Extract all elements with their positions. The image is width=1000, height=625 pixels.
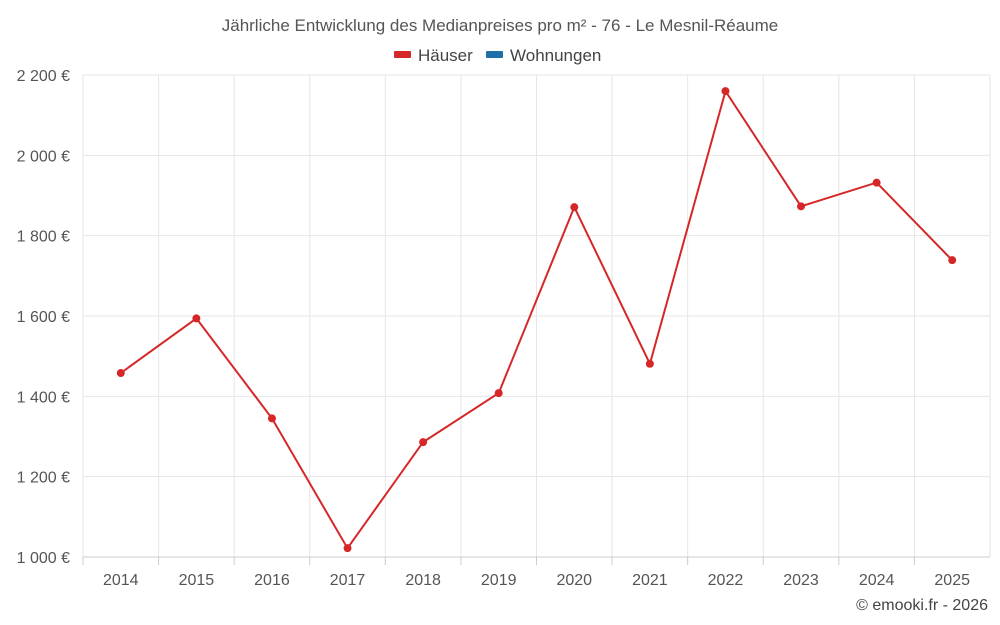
x-tick-label: 2025 xyxy=(934,572,970,589)
data-point[interactable] xyxy=(267,414,276,423)
grid xyxy=(82,74,991,558)
credit-text: © emooki.fr - 2026 xyxy=(856,597,988,614)
legend-swatch-wohnungen xyxy=(486,51,503,58)
x-tick-label: 2014 xyxy=(103,572,139,589)
x-tick-label: 2020 xyxy=(556,572,592,589)
legend-swatch-haeuser xyxy=(394,51,411,58)
y-tick-label: 1 400 € xyxy=(17,389,70,406)
x-axis-ticks: 2014 2015 2016 2017 2018 2019 2020 2021 2022 2023… xyxy=(82,557,970,589)
y-tick-label: 2 200 € xyxy=(17,68,70,85)
chart-title: Jährliche Entwicklung des Medianpreises … xyxy=(222,16,779,35)
x-tick-label: 2017 xyxy=(330,572,366,589)
data-point[interactable] xyxy=(343,544,352,553)
data-point[interactable] xyxy=(948,256,957,265)
y-axis-ticks: 1 000 € 1 200 € 1 400 € 1 600 € 1 800 € 2 000… xyxy=(17,68,70,567)
data-point[interactable] xyxy=(645,359,654,368)
series-line xyxy=(120,88,953,551)
data-point[interactable] xyxy=(192,314,201,323)
y-tick-label: 1 800 € xyxy=(17,229,70,246)
y-tick-label: 1 600 € xyxy=(17,309,70,326)
x-tick-label: 2022 xyxy=(708,572,744,589)
data-point[interactable] xyxy=(570,203,579,212)
x-tick-label: 2019 xyxy=(481,572,517,589)
series-layer xyxy=(116,87,957,553)
data-point[interactable] xyxy=(494,389,503,398)
y-tick-label: 2 000 € xyxy=(17,148,70,165)
x-tick-label: 2018 xyxy=(405,572,441,589)
x-tick-label: 2021 xyxy=(632,572,668,589)
y-tick-label: 1 000 € xyxy=(17,550,70,567)
data-point[interactable] xyxy=(419,438,428,447)
x-tick-label: 2023 xyxy=(783,572,819,589)
x-tick-label: 2024 xyxy=(859,572,895,589)
legend: Häuser Wohnungen xyxy=(394,46,601,65)
data-point[interactable] xyxy=(872,178,881,187)
y-tick-label: 1 200 € xyxy=(17,470,70,487)
x-tick-label: 2016 xyxy=(254,572,290,589)
legend-label-haeuser: Häuser xyxy=(418,46,473,65)
legend-label-wohnungen: Wohnungen xyxy=(510,46,601,65)
data-point[interactable] xyxy=(116,369,125,378)
x-tick-label: 2015 xyxy=(179,572,215,589)
legend-item-wohnungen[interactable]: Wohnungen xyxy=(486,46,601,65)
data-point[interactable] xyxy=(721,87,730,96)
legend-item-haeuser[interactable]: Häuser xyxy=(394,46,473,65)
data-point[interactable] xyxy=(797,202,806,211)
